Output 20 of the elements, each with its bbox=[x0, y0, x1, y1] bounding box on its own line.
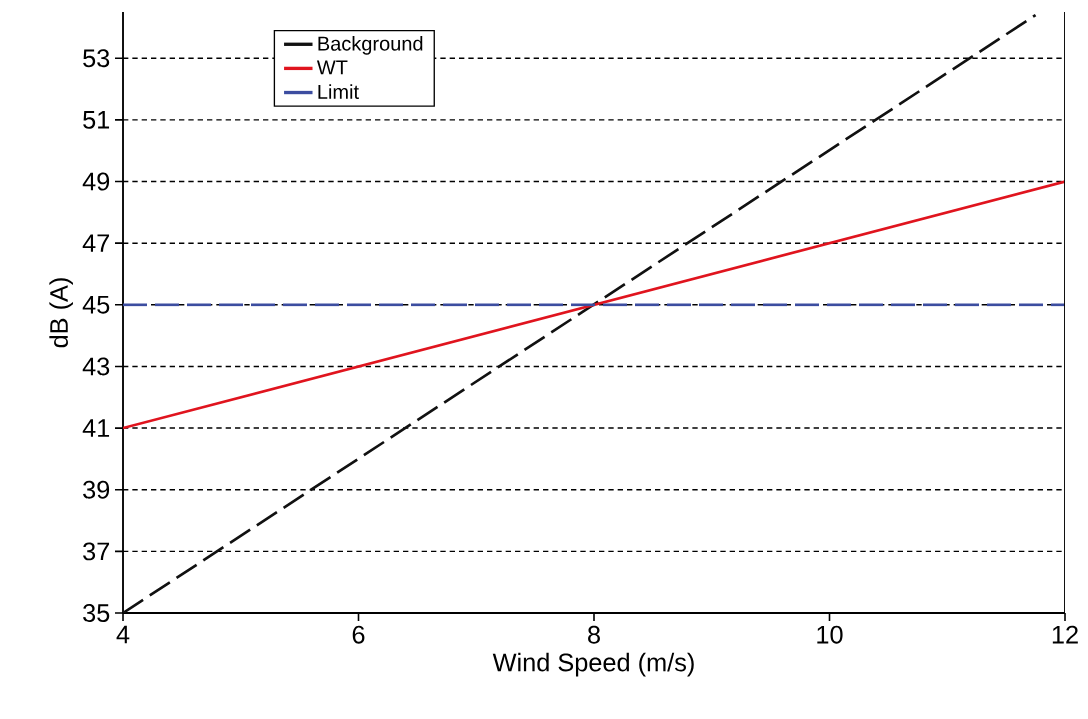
legend-label: Background bbox=[318, 36, 423, 55]
y-tick-label: 37 bbox=[83, 542, 110, 561]
y-tick-label: 39 bbox=[83, 480, 110, 499]
y-tick-label: 35 bbox=[83, 604, 110, 622]
x-tick-label: 10 bbox=[817, 625, 843, 644]
x-tick-label: 12 bbox=[1052, 625, 1078, 644]
x-tick-label: 8 bbox=[588, 625, 600, 644]
y-tick-label: 51 bbox=[83, 111, 110, 129]
legend-label: WT bbox=[316, 60, 348, 75]
y-tick-label: 49 bbox=[82, 172, 110, 191]
y-axis-title: dB (A) bbox=[49, 278, 73, 348]
y-tick-label: 41 bbox=[82, 419, 110, 437]
y-tick-label: 53 bbox=[83, 49, 110, 68]
legend-label: Limit bbox=[318, 84, 359, 99]
y-tick-label: 47 bbox=[82, 234, 110, 252]
y-tick-label: 43 bbox=[82, 357, 110, 376]
y-tick-label: 45 bbox=[82, 295, 110, 314]
x-axis-title: Wind Speed (m/s) bbox=[492, 652, 694, 677]
x-tick-label: 6 bbox=[352, 625, 365, 644]
x-tick-label: 4 bbox=[116, 625, 130, 644]
